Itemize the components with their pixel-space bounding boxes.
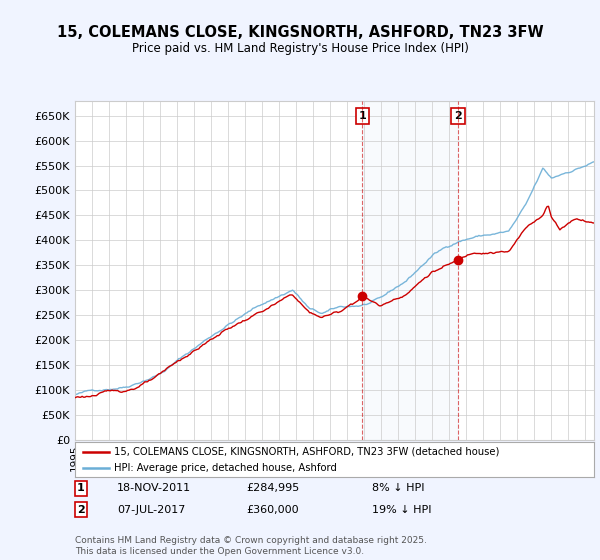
Text: 07-JUL-2017: 07-JUL-2017	[117, 505, 185, 515]
Text: 2: 2	[77, 505, 85, 515]
Text: £360,000: £360,000	[246, 505, 299, 515]
Text: 1: 1	[77, 483, 85, 493]
Text: Contains HM Land Registry data © Crown copyright and database right 2025.
This d: Contains HM Land Registry data © Crown c…	[75, 536, 427, 556]
Text: Price paid vs. HM Land Registry's House Price Index (HPI): Price paid vs. HM Land Registry's House …	[131, 42, 469, 55]
Bar	[362, 101, 458, 440]
Text: 1: 1	[358, 111, 366, 121]
Text: 19% ↓ HPI: 19% ↓ HPI	[372, 505, 431, 515]
Text: HPI: Average price, detached house, Ashford: HPI: Average price, detached house, Ashf…	[114, 463, 337, 473]
Text: 18-NOV-2011: 18-NOV-2011	[117, 483, 191, 493]
Text: £284,995: £284,995	[246, 483, 299, 493]
Text: 2: 2	[454, 111, 462, 121]
Text: 15, COLEMANS CLOSE, KINGSNORTH, ASHFORD, TN23 3FW: 15, COLEMANS CLOSE, KINGSNORTH, ASHFORD,…	[56, 25, 544, 40]
Text: 8% ↓ HPI: 8% ↓ HPI	[372, 483, 425, 493]
Text: 15, COLEMANS CLOSE, KINGSNORTH, ASHFORD, TN23 3FW (detached house): 15, COLEMANS CLOSE, KINGSNORTH, ASHFORD,…	[114, 447, 499, 457]
